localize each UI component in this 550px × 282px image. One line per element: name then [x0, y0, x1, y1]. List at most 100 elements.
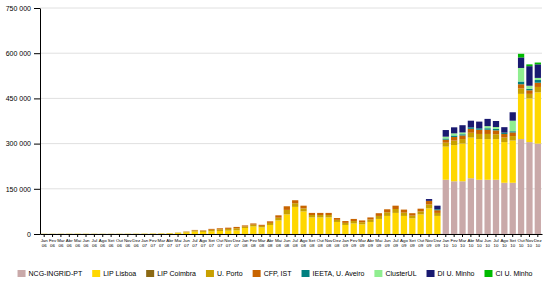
legend-label: CI U. Minho — [495, 270, 532, 277]
tick-mark — [337, 234, 338, 237]
bar — [476, 122, 482, 129]
bar — [83, 233, 89, 234]
bar — [526, 86, 532, 89]
tick: Mai07 — [175, 234, 182, 248]
tick-label: Out10 — [518, 238, 526, 248]
tick-label: 600 000 — [6, 50, 31, 57]
tick-mark — [521, 234, 522, 237]
bar — [392, 205, 398, 206]
bar — [510, 121, 516, 132]
bar — [376, 213, 382, 214]
tick-mark — [52, 234, 53, 237]
bar — [49, 233, 55, 234]
bar — [167, 233, 173, 234]
bar — [141, 233, 147, 234]
tick-label: 450 000 — [6, 95, 31, 102]
bar — [418, 208, 424, 209]
bar — [259, 225, 265, 226]
bar — [384, 209, 390, 210]
tick: Abr10 — [467, 234, 474, 248]
bar — [141, 233, 147, 234]
bar — [351, 218, 357, 219]
bar — [233, 226, 239, 227]
tick: Mai06 — [74, 234, 81, 248]
bar — [183, 231, 189, 232]
bar — [334, 218, 340, 219]
bar — [275, 220, 281, 234]
bar — [300, 208, 306, 211]
bar — [484, 118, 490, 119]
bar — [401, 210, 407, 213]
bar — [351, 218, 357, 219]
legend-label: LIP Lisboa — [103, 270, 136, 277]
bar — [317, 212, 323, 213]
tick-mark — [86, 234, 87, 237]
tick: Mar08 — [258, 234, 266, 248]
tick-mark — [462, 234, 463, 237]
bar — [409, 213, 415, 214]
bar — [75, 233, 81, 234]
bar — [58, 233, 64, 234]
bar — [267, 221, 273, 222]
bar — [526, 90, 532, 94]
bar — [443, 147, 449, 180]
bar — [208, 231, 214, 234]
bar — [510, 131, 516, 132]
bar — [192, 232, 198, 234]
bar — [91, 233, 97, 234]
tick-mark — [529, 234, 530, 237]
tick-mark — [420, 234, 421, 237]
tick: 0 — [27, 231, 40, 238]
bar — [284, 206, 290, 207]
tick: Ago10 — [500, 234, 508, 248]
bar — [334, 218, 340, 219]
bar — [192, 229, 198, 230]
bar — [476, 130, 482, 134]
bar — [401, 209, 407, 210]
bar — [317, 212, 323, 213]
bar — [141, 233, 147, 234]
bar — [326, 212, 332, 213]
bar — [175, 232, 181, 233]
bar — [200, 230, 206, 231]
bar — [300, 205, 306, 206]
bar — [91, 233, 97, 234]
bar — [225, 227, 231, 228]
x-axis: Jan06Fev06Mar06Abr06Mai06Jun06Jul06Ago06… — [41, 234, 543, 248]
tick-mark — [34, 98, 40, 99]
bar — [510, 112, 516, 113]
bar — [83, 233, 89, 234]
bar — [493, 121, 499, 127]
bar — [41, 233, 47, 234]
bar — [401, 216, 407, 234]
bar — [75, 233, 81, 234]
legend-label: ClusterUL — [385, 270, 416, 277]
bar — [125, 233, 131, 234]
bar — [49, 233, 55, 234]
bar — [535, 92, 541, 143]
series — [41, 92, 541, 234]
tick-mark — [144, 234, 145, 237]
tick-label: Set07 — [208, 238, 215, 248]
tick: Jul07 — [192, 234, 198, 248]
bar — [476, 139, 482, 180]
bar — [133, 234, 139, 235]
bar — [384, 209, 390, 210]
bar — [200, 230, 206, 231]
bar — [434, 205, 440, 206]
bar — [66, 233, 72, 234]
tick: Jun07 — [183, 234, 191, 248]
bar — [125, 233, 131, 234]
tick-label: 0 — [27, 231, 31, 238]
series — [443, 68, 541, 139]
tick: Nov08 — [325, 234, 334, 248]
bar — [484, 130, 490, 134]
bar — [459, 125, 465, 126]
bar — [476, 180, 482, 234]
bar — [49, 233, 55, 234]
bar — [66, 233, 72, 234]
bar — [217, 228, 223, 229]
bar — [175, 232, 181, 233]
bar — [317, 215, 323, 217]
tick-mark — [345, 234, 346, 237]
